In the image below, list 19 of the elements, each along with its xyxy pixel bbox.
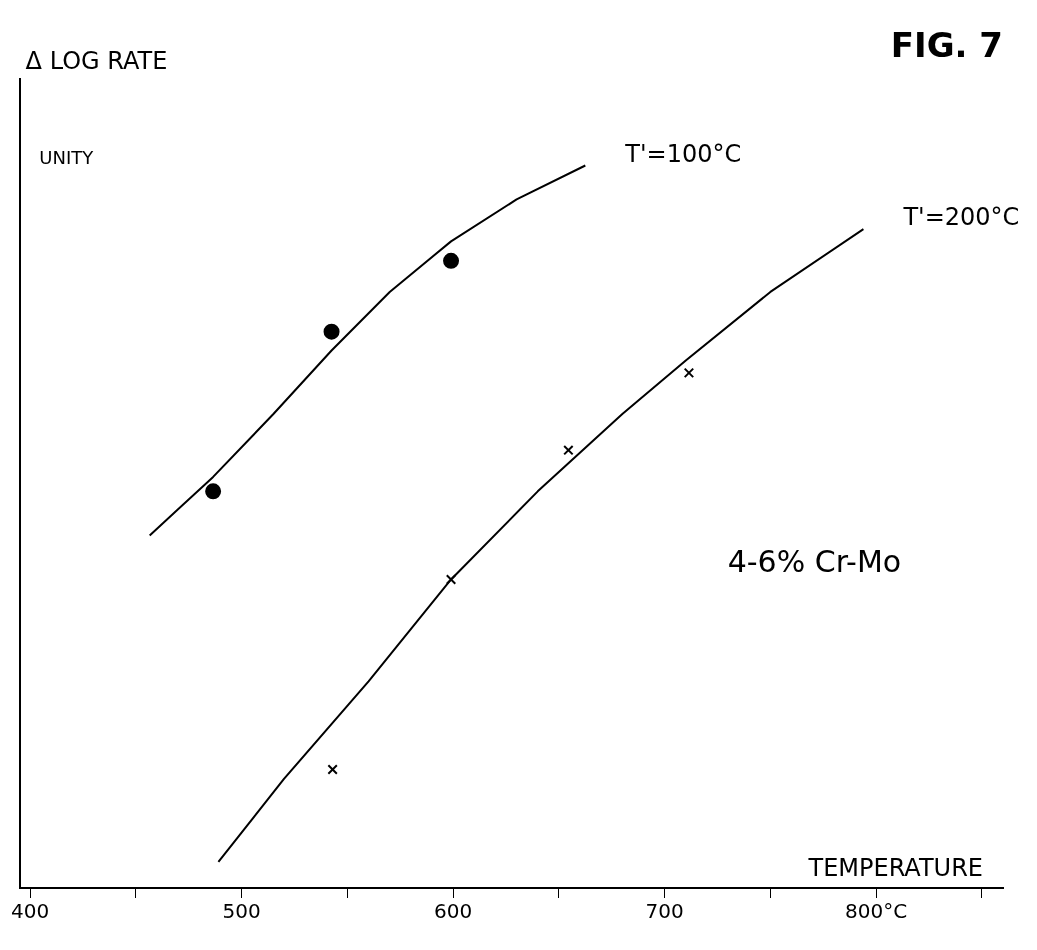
x-tick-label: 600 [434, 899, 473, 924]
annotation: UNITY [39, 147, 95, 169]
point [327, 764, 338, 775]
series-label: T'=100°C [624, 139, 742, 168]
point [205, 483, 222, 500]
x-tick-label: 800°C [845, 899, 908, 924]
x-tick-label: 500 [222, 899, 261, 924]
chart-title: FIG. 7 [890, 25, 1003, 66]
x-tick-label: 400 [11, 899, 50, 924]
x-axis-title: TEMPERATURE [807, 854, 983, 883]
annotation: 4-6% Cr-Mo [727, 544, 902, 580]
x-tick-label: 700 [645, 899, 684, 924]
point [323, 323, 340, 340]
series-label: T'=200°C [902, 203, 1020, 232]
point [683, 367, 695, 379]
point [443, 252, 460, 269]
y-axis-title: Δ LOG RATE [25, 47, 168, 76]
point [563, 444, 574, 456]
point [445, 574, 457, 585]
